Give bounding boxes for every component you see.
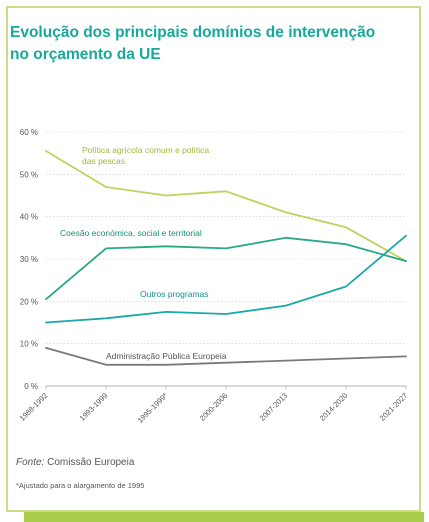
- x-tick-label: 2007-2013: [258, 391, 290, 423]
- y-tick-label: 10 %: [20, 340, 38, 349]
- x-tick-label: 2000-2006: [198, 391, 230, 423]
- series-line-0: [45, 150, 407, 263]
- y-tick-label: 50 %: [20, 170, 38, 179]
- gridlines: [46, 131, 406, 344]
- y-tick-label: 60 %: [20, 128, 38, 137]
- y-axis-ticks: 0 % 10 % 20 % 30 % 40 % 50 % 60 %: [20, 128, 38, 391]
- footnote: *Ajustado para o alargamento de 1995: [16, 481, 145, 490]
- x-tick-label: 2021-2027: [378, 391, 410, 423]
- chart-title-line-1: Evolução dos principais domínios de inte…: [10, 24, 376, 41]
- series-lines: [45, 150, 407, 366]
- series-line-3: [45, 346, 407, 366]
- source-text: Comissão Europeia: [47, 457, 135, 468]
- series-line-2: [45, 234, 407, 324]
- series-labels: Política agrícola comum e política das pe…: [60, 145, 227, 361]
- x-tick-label: 1995-1999*: [136, 391, 170, 425]
- series-label-cap-line-1: Política agrícola comum e política das pe…: [82, 145, 209, 166]
- source-note: Fonte: Comissão Europeia: [16, 457, 134, 468]
- x-tick-label: 1988-1992: [18, 391, 50, 423]
- accent-bar: [24, 512, 424, 522]
- y-tick-label: 40 %: [20, 213, 38, 222]
- y-tick-label: 30 %: [20, 255, 38, 264]
- x-axis-ticks: 1988-1992 1993-1999 1995-1999* 2000-2006 200…: [18, 386, 410, 425]
- series-line-1: [45, 236, 407, 301]
- series-label-admin: Administração Pública Europeia: [106, 351, 227, 361]
- series-label-other: Outros programas: [140, 289, 209, 299]
- y-tick-label: 0 %: [24, 382, 38, 391]
- source-label: Fonte:: [16, 457, 45, 468]
- line-chart: 0 % 10 % 20 % 30 % 40 % 50 % 60 % 1988-1992 199…: [18, 128, 410, 425]
- series-label-cap-part-1: Política agrícola comum e política: [82, 145, 209, 155]
- chart-title-line-2: no orçamento da UE: [10, 46, 161, 63]
- x-tick-label: 1993-1999: [78, 391, 110, 423]
- series-label-cohesion: Coesão económica, social e territorial: [60, 228, 202, 238]
- series-label-cap-part-2: das pescas: [82, 156, 125, 166]
- x-tick-label: 2014-2020: [318, 391, 350, 423]
- chart-title: Evolução dos principais domínios de inte…: [10, 22, 420, 66]
- y-tick-label: 20 %: [20, 297, 38, 306]
